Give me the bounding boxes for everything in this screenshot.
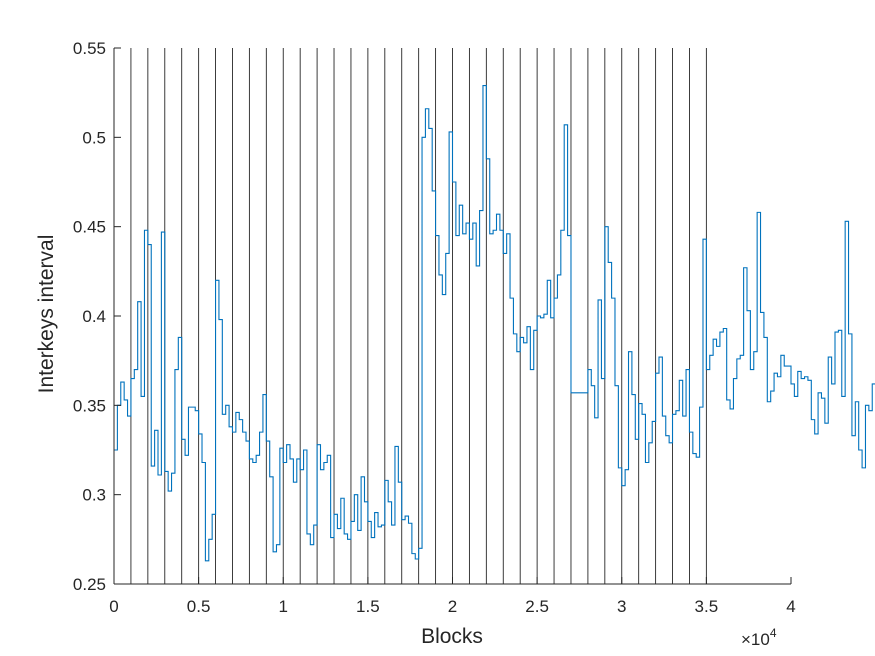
tick-labels: 0 0.5 1 1.5 2 2.5 3 3.5 4 0.25 0.3 0.35 0.4 0.45 0.5 0.… xyxy=(73,39,796,616)
series-line-0 xyxy=(114,84,875,562)
axes xyxy=(113,47,792,585)
x-tick-label: 0 xyxy=(109,597,118,616)
x-exponent-base: ×10 xyxy=(741,630,770,649)
y-tick-label: 0.55 xyxy=(73,39,106,58)
x-axis-label: Blocks xyxy=(421,625,483,648)
series-layer xyxy=(114,84,875,562)
y-tick-label: 0.4 xyxy=(82,307,106,326)
y-tick-label: 0.3 xyxy=(82,486,106,505)
y-tick-label: 0.45 xyxy=(73,218,106,237)
x-tick-label: 4 xyxy=(786,597,795,616)
y-tick-label: 0.35 xyxy=(73,396,106,415)
block-boundary-lines xyxy=(130,48,707,584)
x-tick-label: 0.5 xyxy=(187,597,211,616)
x-exponent-power: 4 xyxy=(770,626,777,640)
x-tick-label: 2 xyxy=(448,597,457,616)
x-exponent-label: ×104 xyxy=(741,626,777,649)
x-tick-label: 1.5 xyxy=(356,597,380,616)
y-tick-label: 0.25 xyxy=(73,575,106,594)
x-tick-label: 1 xyxy=(279,597,288,616)
x-tick-label: 3 xyxy=(617,597,626,616)
y-axis-label: Interkeys interval xyxy=(35,235,58,394)
y-tick-label: 0.5 xyxy=(82,128,106,147)
x-tick-label: 3.5 xyxy=(695,597,719,616)
x-tick-label: 2.5 xyxy=(525,597,549,616)
